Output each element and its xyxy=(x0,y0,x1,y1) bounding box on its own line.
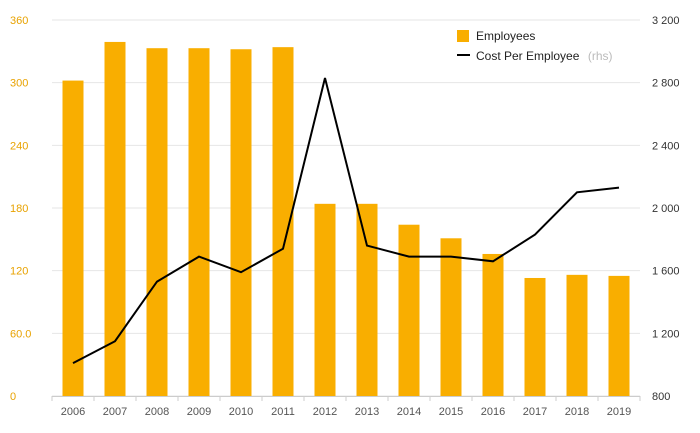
x-tick-label: 2009 xyxy=(187,406,211,418)
legend-label-cost-note: (rhs) xyxy=(588,49,613,63)
axes: 0 800 60.0 1 200 120 1 600 180 2 000 240 2 400 300… xyxy=(10,15,680,418)
x-tick-label: 2011 xyxy=(271,406,295,418)
y-right-tick-label: 2 000 xyxy=(652,203,680,215)
legend-label-cost: Cost Per Employee (rhs) xyxy=(476,47,613,64)
x-tick-label: 2012 xyxy=(313,406,337,418)
y-right-tick-label: 2 400 xyxy=(652,140,680,152)
cost-line xyxy=(72,77,620,364)
bar-employees-2014 xyxy=(398,224,420,396)
line-cost-per-employee xyxy=(72,77,620,364)
bar-employees-2013 xyxy=(356,203,378,396)
bar-employees-2008 xyxy=(146,48,168,396)
bar-employees-2018 xyxy=(566,274,588,396)
y-left-tick-label: 360 xyxy=(10,15,28,27)
legend-label-employees: Employees xyxy=(476,29,535,43)
y-left-tick-label: 300 xyxy=(10,78,28,90)
employee-bars xyxy=(62,41,630,397)
legend: Employees Cost Per Employee (rhs) xyxy=(457,29,613,64)
bar-employees-2019 xyxy=(608,275,630,396)
y-left-tick-label: 180 xyxy=(10,203,28,215)
x-tick-label: 2010 xyxy=(229,406,253,418)
bar-employees-2016 xyxy=(482,253,504,396)
legend-swatch-employees xyxy=(457,30,469,42)
legend-label-cost-name: Cost Per Employee xyxy=(476,49,580,63)
x-tick-label: 2019 xyxy=(607,406,631,418)
bar-employees-2007 xyxy=(104,41,126,396)
x-tick-label: 2017 xyxy=(523,406,547,418)
y-right-tick-label: 3 200 xyxy=(652,15,680,27)
y-left-tick-label: 60.0 xyxy=(10,328,31,340)
y-left-tick-label: 0 xyxy=(10,391,16,403)
y-right-tick-label: 2 800 xyxy=(652,78,680,90)
x-tick-label: 2014 xyxy=(397,406,421,418)
y-right-tick-label: 800 xyxy=(652,391,670,403)
x-tick-label: 2013 xyxy=(355,406,379,418)
bar-employees-2011 xyxy=(272,47,294,397)
x-tick-label: 2015 xyxy=(439,406,463,418)
x-tick-label: 2008 xyxy=(145,406,169,418)
x-tick-label: 2007 xyxy=(103,406,127,418)
x-tick-label: 2018 xyxy=(565,406,589,418)
bar-employees-2015 xyxy=(440,238,462,396)
y-right-tick-label: 1 200 xyxy=(652,328,680,340)
y-right-tick-label: 1 600 xyxy=(652,266,680,278)
x-tick-label: 2016 xyxy=(481,406,505,418)
bar-employees-2006 xyxy=(62,80,84,397)
bar-employees-2009 xyxy=(188,48,210,396)
x-tick-label: 2006 xyxy=(61,406,85,418)
y-left-tick-label: 120 xyxy=(10,266,28,278)
bar-employees-2012 xyxy=(314,203,336,396)
bar-employees-2017 xyxy=(524,277,546,396)
bar-employees-2010 xyxy=(230,49,252,396)
y-left-tick-label: 240 xyxy=(10,140,28,152)
gridlines xyxy=(52,19,640,397)
